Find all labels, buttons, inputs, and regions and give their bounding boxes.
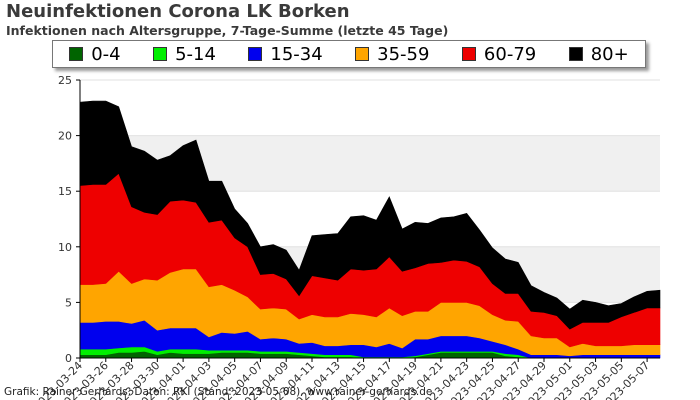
y-tick-label: 20 bbox=[58, 130, 72, 143]
legend-item: 15-34 bbox=[248, 43, 323, 65]
legend-item: 5-14 bbox=[153, 44, 216, 65]
legend-swatch bbox=[355, 47, 370, 61]
chart-subtitle: Infektionen nach Altersgruppe, 7-Tage-Su… bbox=[6, 23, 449, 38]
legend-item: 80+ bbox=[568, 43, 629, 65]
axes bbox=[79, 80, 660, 359]
legend-swatch bbox=[153, 47, 168, 61]
legend-label: 60-79 bbox=[483, 43, 537, 65]
legend-label: 0-4 bbox=[91, 43, 121, 65]
legend-label: 80+ bbox=[590, 43, 629, 65]
legend-label: 5-14 bbox=[175, 43, 216, 65]
legend-swatch bbox=[568, 47, 583, 61]
grid-band bbox=[80, 80, 660, 136]
legend-swatch bbox=[461, 47, 476, 61]
y-tick-label: 5 bbox=[65, 296, 72, 309]
y-tick-label: 15 bbox=[58, 185, 72, 198]
y-tick-label: 0 bbox=[65, 352, 72, 365]
area-series bbox=[79, 100, 661, 359]
footer-credit: Grafik: Rainer Gerhards, Daten: RKI (Sta… bbox=[4, 386, 433, 398]
legend-label: 35-59 bbox=[377, 43, 430, 65]
legend-item: 60-79 bbox=[461, 43, 537, 65]
y-tick-label: 10 bbox=[58, 241, 72, 254]
legend-item: 0-4 bbox=[69, 43, 121, 65]
chart-legend: 0-4 5-14 15-34 35-59 60-79 80+ bbox=[52, 40, 646, 68]
area-80+ bbox=[79, 100, 661, 330]
legend-swatch bbox=[69, 47, 84, 61]
chart-title: Neuinfektionen Corona LK Borken bbox=[6, 1, 350, 22]
y-axis-ticks: 0 5 10 15 20 25 bbox=[58, 74, 80, 365]
legend-label: 15-34 bbox=[270, 43, 323, 65]
legend-swatch bbox=[248, 47, 263, 61]
y-tick-label: 25 bbox=[58, 74, 72, 87]
legend-item: 35-59 bbox=[355, 44, 429, 65]
